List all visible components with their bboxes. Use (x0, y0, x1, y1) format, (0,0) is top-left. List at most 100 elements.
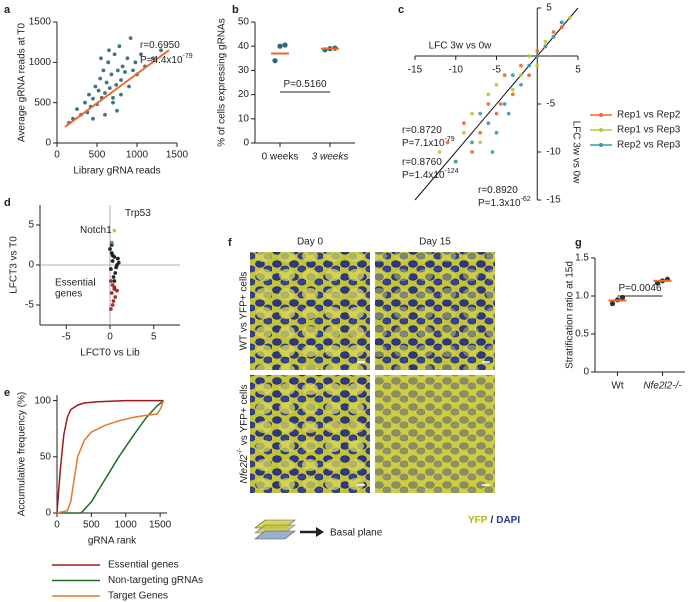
point (98, 76, 103, 81)
point (103, 91, 107, 95)
point (510, 92, 515, 97)
y-tick-label: 5 (546, 3, 552, 14)
x-tick-label: -5 (492, 65, 501, 76)
annotation: r=0.8720 (402, 125, 442, 136)
y-tick-label: 20 (238, 89, 250, 100)
y-tick-label: 1500 (29, 17, 52, 28)
panel-label: c (398, 4, 404, 16)
trend-line (64, 49, 170, 128)
point (117, 44, 122, 49)
x-tick-label: -10 (449, 65, 464, 76)
micrograph-overlay (375, 375, 495, 493)
micrograph-overlay (250, 375, 370, 493)
schematic-label: Basal plane (330, 528, 383, 539)
annotation: Notch1 (80, 225, 112, 236)
y-tick-label: -10 (546, 147, 561, 158)
y-tick-label: 1.5 (575, 253, 589, 264)
annotation: P=0.5160 (283, 79, 327, 90)
x-tick-label: 3 weeks (312, 152, 349, 163)
annotation-sup: -124 (445, 168, 459, 175)
point (110, 303, 115, 307)
y-tick-label: 40 (238, 41, 250, 52)
point (91, 96, 95, 101)
legend-swatch (599, 128, 603, 132)
point (103, 112, 107, 117)
point (462, 121, 466, 126)
point (478, 130, 483, 135)
y-tick-label: 5 (28, 220, 34, 231)
y-tick-label: 0 (243, 138, 249, 149)
annotation-sup: -79 (445, 136, 455, 143)
legend-label: Rep1 vs Rep2 (617, 110, 681, 121)
legend-label: Rep1 vs Rep3 (617, 125, 681, 136)
point (470, 111, 474, 116)
point (108, 307, 113, 311)
annotation-text: Trp53 (125, 208, 151, 219)
annotation-text: P=1.3x10 (478, 198, 521, 209)
annotation: r=0.6950 (140, 40, 180, 51)
annotation: r=0.8920 (478, 185, 518, 196)
y-tick-label: 0 (583, 367, 589, 378)
point (113, 295, 118, 299)
point (112, 285, 117, 290)
point (506, 111, 511, 116)
point (159, 48, 163, 53)
point (83, 100, 87, 105)
annotation-text: P=1.4x10 (402, 170, 445, 181)
point (535, 54, 540, 58)
annotation-text: Notch1 (80, 225, 112, 236)
point (498, 102, 503, 106)
annotation-sup: -62 (521, 196, 531, 203)
x-tick-label: 0 (54, 150, 60, 161)
point (131, 68, 135, 73)
point (112, 52, 117, 57)
legend-label: Target Genes (108, 591, 168, 602)
point (139, 52, 143, 57)
y-axis-label: LFCT3 vs T0 (9, 236, 20, 294)
row-label-sup: -/- (237, 447, 244, 454)
point (75, 107, 79, 112)
point (494, 111, 499, 116)
point (494, 130, 499, 135)
point (108, 279, 113, 283)
point (123, 70, 127, 74)
annotation-text: r=0.6950 (140, 40, 180, 51)
point (445, 140, 450, 145)
point (486, 102, 491, 106)
point (559, 20, 564, 25)
identity-line (414, 7, 579, 201)
y-tick-label: 0.5 (575, 329, 589, 340)
x-axis-label: gRNA rank (88, 536, 137, 547)
annotation: Essential (55, 278, 96, 289)
annotation-text: r=0.8720 (402, 125, 442, 136)
point (133, 60, 138, 65)
x-axis-label: Library gRNA reads (73, 166, 160, 177)
y-tick-label: 50 (238, 17, 250, 28)
y-tick-label: -5 (546, 99, 555, 110)
point (109, 291, 114, 295)
point (110, 253, 115, 258)
point (119, 78, 123, 82)
row-label-rest: vs YFP+ cells (239, 385, 250, 448)
point (462, 130, 466, 135)
annotation-text: P=0.0046 (618, 283, 662, 294)
point (125, 56, 130, 61)
y-tick-label: 500 (34, 97, 51, 108)
micrograph-overlay (250, 252, 370, 370)
row-label: Nfe2l2-/- vs YFP+ cells (237, 385, 250, 484)
stain-legend: YFP / DAPI (468, 515, 520, 526)
point (106, 60, 111, 65)
annotation: P=0.0046 (618, 283, 662, 294)
row-label-gene: Nfe2l2 (239, 454, 250, 483)
point (114, 265, 119, 270)
x-tick-label: 0 weeks (262, 152, 299, 163)
point (543, 39, 548, 44)
y-tick-label: 100 (34, 395, 51, 406)
line (56, 399, 164, 514)
point (96, 88, 101, 93)
annotation-text: r=0.8760 (402, 157, 442, 168)
point (282, 42, 288, 48)
annotation-text: P=0.5160 (283, 79, 327, 90)
x-tick-label: -15 (408, 65, 423, 76)
